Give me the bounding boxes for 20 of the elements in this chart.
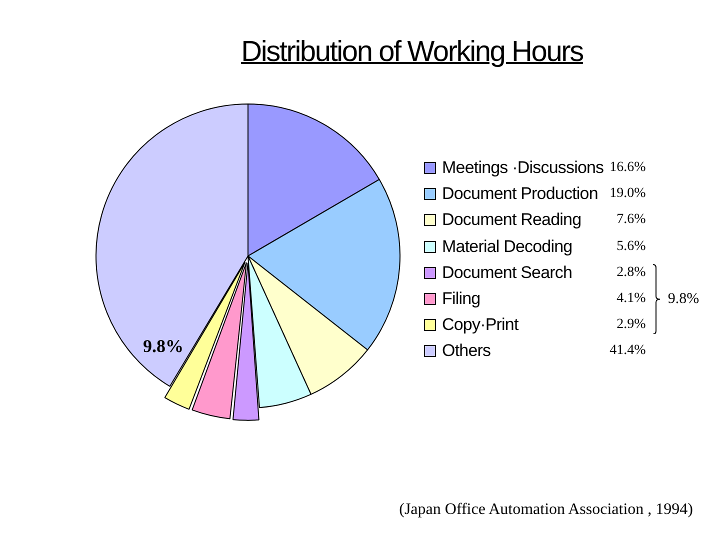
data-label: 5.6% <box>616 238 646 255</box>
data-label: 2.8% <box>616 264 646 281</box>
data-label: 4.1% <box>616 291 646 308</box>
data-label: 2.9% <box>616 317 646 334</box>
text: (Japan Office Automation Association , 1994) <box>399 501 693 519</box>
text: 9.8% <box>143 336 184 357</box>
legend-label: Meetings ·Discussions <box>442 158 604 178</box>
legend-label: Filing <box>442 289 482 310</box>
legend-label: Copy·Print <box>442 315 520 336</box>
text: 9.8% <box>668 291 700 308</box>
data-label: 19.0% <box>610 186 646 202</box>
data-label: 16.6% <box>610 160 646 176</box>
data-label: 41.4% <box>610 343 646 360</box>
legend-label: Document Reading <box>442 210 582 230</box>
legend-label: Document Production <box>442 184 599 204</box>
data-label: 7.6% <box>616 212 646 228</box>
legend-label: Others <box>442 341 492 362</box>
legend-label: Document Search <box>442 262 574 283</box>
legend-label: Material Decoding <box>442 236 574 257</box>
chart-title: Distribution of Working Hours <box>240 36 584 69</box>
